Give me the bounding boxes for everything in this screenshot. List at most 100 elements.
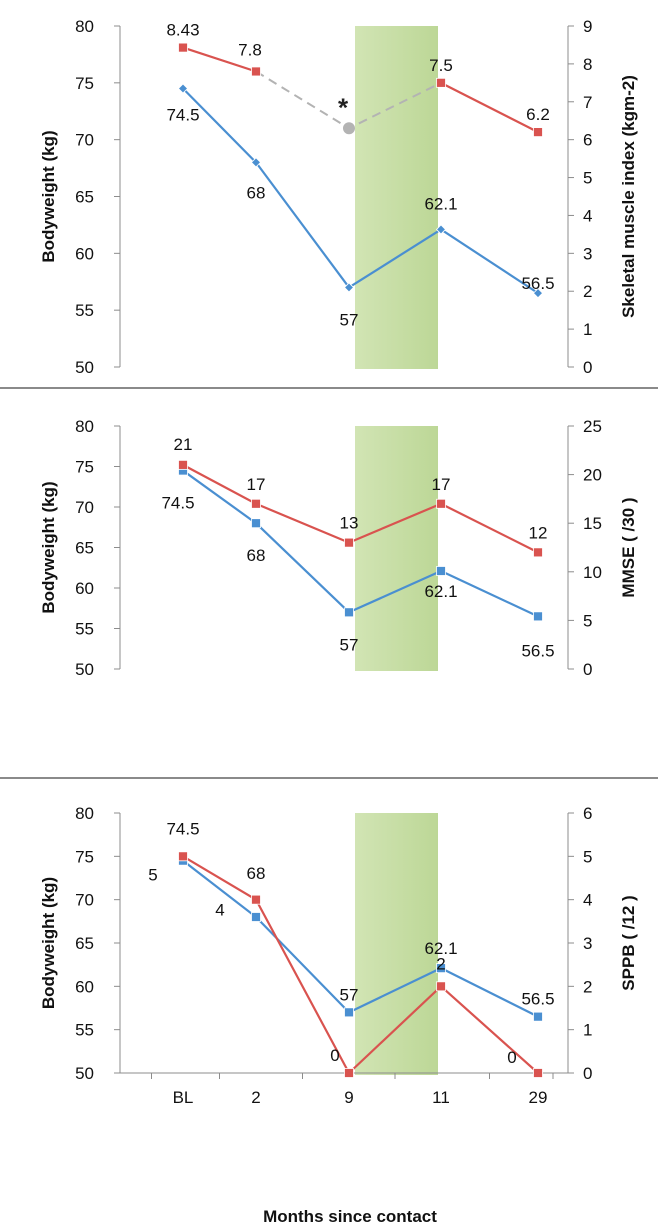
right-axis-title: Skeletal muscle index (kgm-2) xyxy=(619,75,638,318)
data-label: 57 xyxy=(340,310,359,329)
right-tick-label: 5 xyxy=(583,611,592,630)
data-label: 56.5 xyxy=(521,641,554,660)
left-tick-label: 50 xyxy=(75,1064,94,1083)
right-tick-label: 4 xyxy=(583,891,592,910)
data-point xyxy=(251,912,261,922)
x-axis-title: Months since contact xyxy=(263,1207,437,1226)
right-tick-label: 7 xyxy=(583,93,592,112)
series-2: 8.43 7.8 7.5 6.2 xyxy=(166,21,550,137)
data-label: 74.5 xyxy=(166,106,199,125)
x-tick-label: BL xyxy=(173,1088,194,1107)
left-axis-title: Bodyweight (kg) xyxy=(39,877,58,1009)
data-label: 12 xyxy=(529,523,548,542)
left-axis-title: Bodyweight (kg) xyxy=(39,130,58,262)
series-line xyxy=(182,46,257,73)
right-tick-label: 0 xyxy=(583,1064,592,1083)
left-tick-label: 65 xyxy=(75,188,94,207)
left-tick-label: 75 xyxy=(75,458,94,477)
right-tick-label: 6 xyxy=(583,131,592,150)
data-point xyxy=(436,498,446,509)
left-tick-label: 50 xyxy=(75,358,94,377)
data-point xyxy=(533,547,543,558)
data-label: 17 xyxy=(247,475,266,494)
data-point xyxy=(344,1007,354,1018)
data-label: 68 xyxy=(247,183,266,202)
series-1: 74.5 68 57 62.1 56.5 xyxy=(161,465,555,660)
data-point xyxy=(533,611,543,622)
right-tick-label: 3 xyxy=(583,244,592,263)
data-point xyxy=(251,498,261,509)
data-point xyxy=(533,1011,543,1022)
right-tick-label: 0 xyxy=(583,358,592,377)
right-tick-label: 1 xyxy=(583,320,592,339)
data-label: 57 xyxy=(340,985,359,1004)
right-axis-title: SPPB ( /12 ) xyxy=(619,895,638,990)
left-tick-label: 50 xyxy=(75,660,94,679)
left-tick-label: 60 xyxy=(75,244,94,263)
data-label: 56.5 xyxy=(521,990,554,1009)
left-tick-label: 80 xyxy=(75,17,94,36)
right-tick-label: 2 xyxy=(583,977,592,996)
right-tick-label: 15 xyxy=(583,514,602,533)
left-tick-label: 55 xyxy=(75,1021,94,1040)
data-point xyxy=(178,851,188,862)
x-tick-label: 29 xyxy=(529,1088,548,1107)
data-label: 62.1 xyxy=(424,582,457,601)
left-tick-label: 65 xyxy=(75,539,94,558)
data-label: 7.8 xyxy=(238,40,262,59)
data-label: 74.5 xyxy=(166,820,199,839)
left-tick-label: 60 xyxy=(75,579,94,598)
data-point xyxy=(533,1068,543,1078)
left-tick-label: 75 xyxy=(75,74,94,93)
right-tick-label: 8 xyxy=(583,55,592,74)
imputed-asterisk: * xyxy=(338,92,349,122)
series-2: 5 4 0 2 0 xyxy=(148,851,543,1078)
data-label: 74.5 xyxy=(161,494,194,513)
data-label: 68 xyxy=(247,546,266,565)
right-tick-label: 0 xyxy=(583,660,592,679)
shaded-interval xyxy=(355,26,438,369)
right-tick-label: 3 xyxy=(583,934,592,953)
left-tick-label: 70 xyxy=(75,891,94,910)
x-tick-label: 2 xyxy=(251,1088,260,1107)
data-label: 56.5 xyxy=(521,274,554,293)
left-tick-label: 70 xyxy=(75,498,94,517)
data-point xyxy=(251,894,261,905)
data-point xyxy=(436,566,446,576)
data-label: 62.1 xyxy=(424,194,457,213)
data-label: 62.1 xyxy=(424,939,457,958)
x-tick-label: 11 xyxy=(432,1088,450,1107)
data-point xyxy=(436,981,446,992)
series-line xyxy=(440,81,539,134)
data-point xyxy=(178,42,188,53)
shaded-interval xyxy=(355,813,438,1075)
left-tick-label: 65 xyxy=(75,934,94,953)
data-label: 4 xyxy=(215,901,224,920)
left-tick-label: 55 xyxy=(75,301,94,320)
data-label: 7.5 xyxy=(429,56,453,75)
data-label: 0 xyxy=(330,1046,339,1065)
data-label: 13 xyxy=(340,514,359,533)
left-tick-label: 80 xyxy=(75,804,94,823)
data-point xyxy=(532,288,544,299)
data-label: 8.43 xyxy=(166,21,199,40)
data-point xyxy=(344,607,354,618)
data-point xyxy=(436,963,446,974)
right-tick-label: 6 xyxy=(583,804,592,823)
data-point xyxy=(250,157,262,168)
chart-panel-1: 50 55 60 65 70 75 80 0 1 2 3 4 5 6 7 8 9 Bodyweight (kg) S… xyxy=(39,17,638,377)
right-tick-label: 2 xyxy=(583,282,592,301)
x-tick-label: 9 xyxy=(344,1088,353,1107)
data-point xyxy=(178,459,188,470)
data-point xyxy=(533,127,543,137)
data-point xyxy=(251,518,261,529)
right-tick-label: 1 xyxy=(583,1021,592,1040)
left-tick-label: 80 xyxy=(75,417,94,436)
data-label: 17 xyxy=(432,475,451,494)
data-label: 6.2 xyxy=(526,105,550,124)
series-1: 74.5 68 57 62.1 56.5 xyxy=(166,83,555,329)
left-tick-label: 60 xyxy=(75,977,94,996)
left-axis-title: Bodyweight (kg) xyxy=(39,481,58,613)
